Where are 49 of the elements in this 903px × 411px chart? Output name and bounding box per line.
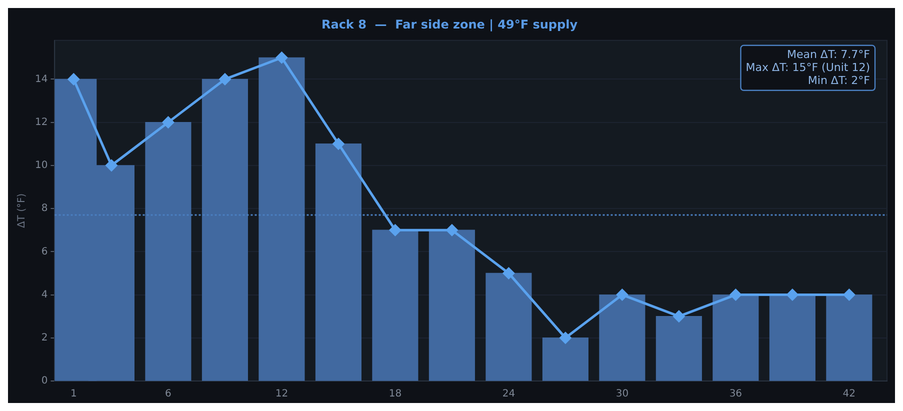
x-tick-label: 36 xyxy=(729,388,742,400)
point xyxy=(68,73,80,85)
x-tick-label: 18 xyxy=(388,388,402,400)
point xyxy=(730,289,742,301)
bar xyxy=(486,272,532,381)
bar xyxy=(656,316,702,381)
y-tick-label: 0 xyxy=(41,376,48,387)
chart-title: Rack 8 — Far side zone | 49°F supply xyxy=(321,17,578,32)
y-tick-label: 10 xyxy=(34,160,48,172)
bar xyxy=(428,230,475,381)
bar xyxy=(769,294,816,381)
bar xyxy=(712,294,759,381)
point xyxy=(560,332,572,344)
x-tick-label: 6 xyxy=(165,388,172,400)
bar xyxy=(202,78,248,381)
bar xyxy=(145,122,192,381)
y-axis-title: ΔT (°F) xyxy=(16,193,28,228)
y-tick-label: 6 xyxy=(41,246,48,258)
bar xyxy=(372,230,418,381)
bar xyxy=(542,338,588,381)
x-tick-label: 12 xyxy=(275,388,288,400)
bar xyxy=(599,294,646,381)
point xyxy=(106,160,118,172)
y-tick-label: 12 xyxy=(34,116,48,128)
annotation: Mean ΔT: 7.7°F xyxy=(786,48,870,61)
x-tick-label: 30 xyxy=(616,388,629,400)
point xyxy=(446,224,458,236)
y-tick-label: 14 xyxy=(34,74,48,85)
annotation: Max ΔT: 15°F (Unit 12) xyxy=(746,60,870,74)
y-tick-label: 4 xyxy=(41,289,48,300)
bar xyxy=(826,294,872,381)
point xyxy=(616,289,628,301)
x-tick-label: 24 xyxy=(502,388,516,400)
point xyxy=(502,267,514,279)
bar xyxy=(258,57,305,381)
point xyxy=(162,116,174,128)
point xyxy=(673,310,685,322)
point xyxy=(219,73,231,85)
point xyxy=(332,138,344,150)
y-tick-label: 8 xyxy=(41,203,48,214)
point xyxy=(786,289,798,301)
y-tick-label: 2 xyxy=(41,332,48,344)
annotation: Min ΔT: 2°F xyxy=(808,74,870,87)
x-tick-label: 1 xyxy=(70,388,77,400)
point xyxy=(843,289,855,301)
point xyxy=(276,52,288,64)
point xyxy=(389,224,401,236)
bar xyxy=(315,144,362,381)
x-tick-label: 42 xyxy=(842,388,856,400)
